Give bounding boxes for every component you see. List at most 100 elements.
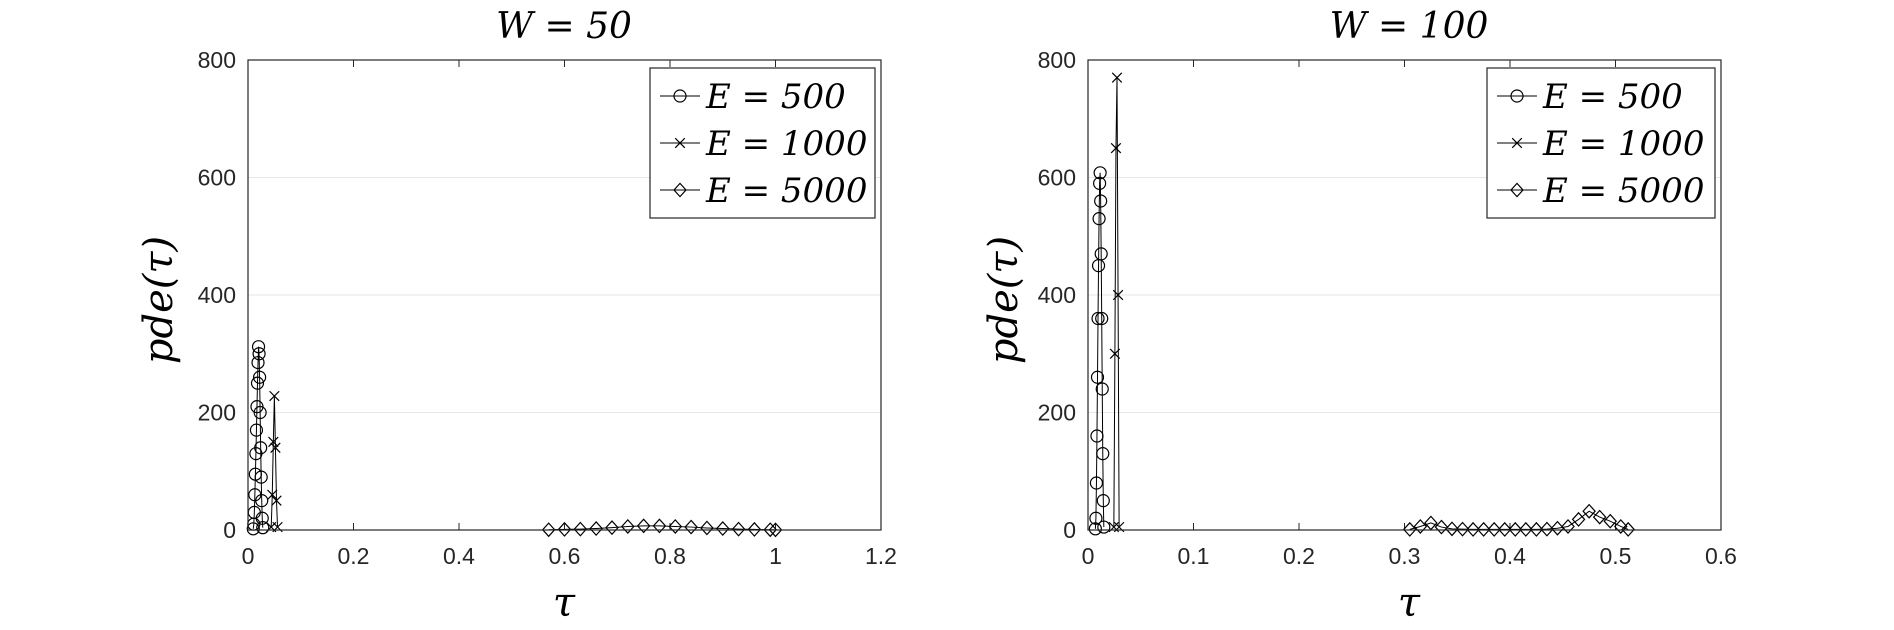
diamond-marker — [1497, 521, 1512, 537]
legend-label: E = 500 — [1542, 77, 1683, 117]
series-diamond — [541, 518, 783, 538]
diamond-marker — [1592, 509, 1607, 525]
y-tick-label: 400 — [198, 282, 236, 308]
y-tick-label: 200 — [1038, 400, 1076, 426]
legend-label: E = 1000 — [705, 124, 867, 164]
data-series — [246, 340, 783, 538]
circle-marker — [1096, 494, 1110, 508]
diamond-marker — [1550, 520, 1565, 536]
legend: E = 500 E = 1000 E = 5000 — [1486, 67, 1716, 219]
circle-marker — [254, 470, 268, 484]
circle-marker — [249, 423, 264, 437]
circle-marker — [1091, 311, 1105, 326]
circle-marker — [673, 89, 687, 103]
circle-marker — [1089, 476, 1104, 490]
diamond-marker — [763, 522, 778, 538]
diamond-marker — [1621, 521, 1635, 537]
legend: E = 500 E = 1000 E = 5000 — [649, 67, 876, 219]
y-tick-labels: 0 200 400 600 800 — [198, 47, 881, 543]
circle-marker — [246, 522, 260, 536]
diamond-marker — [636, 518, 651, 534]
y-tick-label: 400 — [1038, 282, 1076, 308]
diamond-marker — [605, 520, 619, 536]
diamond-marker — [1571, 511, 1586, 527]
diamond-marker — [768, 522, 783, 538]
y-tick-label: 800 — [198, 47, 236, 73]
y-axis-label: pde(τ) — [136, 236, 182, 364]
series-line — [548, 525, 776, 531]
diamond-marker — [1466, 521, 1480, 537]
series-x — [1108, 72, 1125, 533]
circle-marker — [1095, 382, 1109, 396]
diamond-marker — [1561, 518, 1575, 534]
diamond-marker — [1413, 518, 1428, 534]
legend-label: E = 1000 — [1542, 124, 1704, 164]
diamond-marker — [1510, 182, 1524, 198]
diamond-marker — [1445, 521, 1459, 537]
diamond-marker — [573, 521, 588, 537]
circle-marker — [1093, 176, 1107, 190]
y-tick-label: 600 — [1038, 165, 1076, 191]
x-marker — [674, 137, 686, 149]
circle-marker — [1096, 447, 1110, 461]
legend-label: E = 5000 — [1542, 171, 1704, 211]
x-tick-label: 0.1 — [1178, 543, 1210, 569]
data-series — [1088, 72, 1635, 537]
x-tick-label: 0.3 — [1389, 543, 1421, 569]
series-line — [1113, 77, 1120, 528]
diamond-marker — [731, 521, 746, 537]
x-marker — [1110, 142, 1122, 154]
x-marker — [1111, 72, 1123, 83]
chart-panel-w50: W = 50 pde(τ) τ 0 0.2 0.4 0.6 0.8 1 1.2 0 200 40… — [136, 6, 897, 626]
circle-marker — [1090, 370, 1105, 384]
x-tick-label: 0.4 — [1494, 543, 1526, 569]
diamond-marker — [1529, 521, 1544, 537]
x-marker — [1112, 289, 1124, 301]
diamond-marker — [684, 519, 698, 535]
x-tick-label: 0.2 — [338, 543, 370, 569]
circle-marker — [1089, 511, 1103, 525]
diamond-marker — [1487, 521, 1501, 537]
x-tick-label: 1 — [769, 543, 782, 569]
circle-marker — [1093, 166, 1107, 180]
diamond-marker — [1402, 521, 1417, 537]
diamond-marker — [715, 521, 730, 537]
y-tick-label: 600 — [198, 165, 236, 191]
diamond-marker — [1540, 521, 1554, 537]
circle-marker — [1097, 520, 1111, 534]
diamond-marker — [1519, 521, 1533, 537]
diamond-marker — [1582, 503, 1596, 519]
series-line — [1094, 172, 1105, 529]
chart-title: W = 100 — [1330, 6, 1489, 47]
diamond-marker — [700, 520, 714, 536]
diamond-marker — [668, 518, 683, 534]
circle-marker — [1090, 429, 1104, 443]
x-axis-label: τ — [1398, 580, 1421, 626]
series-line — [270, 396, 279, 528]
circle-marker — [1095, 311, 1109, 326]
circle-marker — [256, 521, 270, 535]
series-circle — [246, 340, 270, 536]
x-tick-label: 0.4 — [443, 543, 475, 569]
chart-panel-w100: W = 100 pde(τ) τ 0 0.1 0.2 0.3 0.4 0.5 0.6 0 20… — [981, 6, 1737, 626]
x-tick-labels: 0 0.2 0.4 0.6 0.8 1 1.2 — [242, 60, 897, 569]
x-marker — [271, 495, 282, 506]
x-marker — [270, 442, 281, 453]
x-tick-label: 0.2 — [1283, 543, 1315, 569]
x-marker — [268, 436, 279, 448]
x-tick-label: 0.6 — [549, 543, 581, 569]
circle-marker — [255, 511, 269, 525]
circle-marker — [252, 347, 266, 361]
diamond-marker — [652, 518, 667, 534]
x-marker — [269, 390, 280, 402]
legend-label: E = 5000 — [705, 171, 867, 211]
x-tick-label: 0.6 — [1705, 543, 1737, 569]
diamond-marker — [747, 521, 762, 537]
y-tick-label: 200 — [198, 400, 236, 426]
circle-marker — [253, 370, 267, 384]
axes-box — [247, 59, 882, 531]
diamond-marker — [1613, 518, 1628, 534]
circle-marker — [250, 376, 265, 390]
circle-marker — [1094, 194, 1108, 208]
